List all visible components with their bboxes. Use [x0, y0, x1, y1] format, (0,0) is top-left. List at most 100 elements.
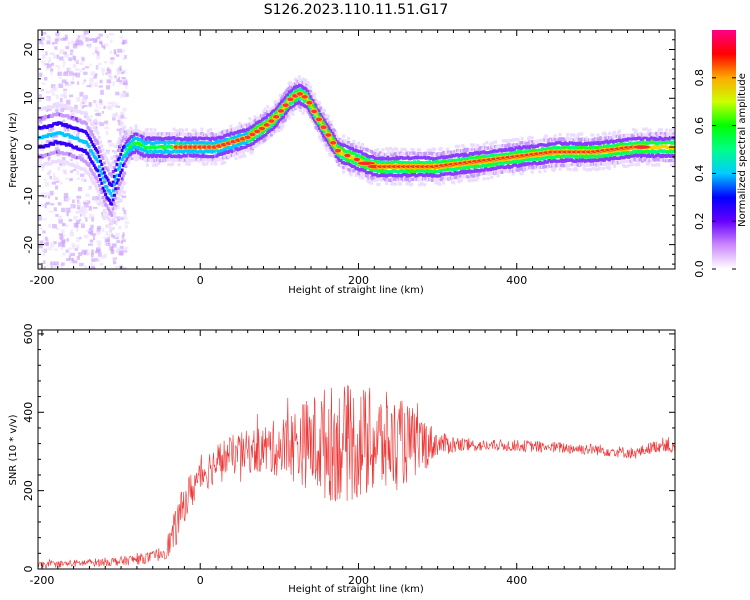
spectrogram-ridge-cell	[112, 165, 116, 170]
spectrogram-ridge-cell	[644, 127, 648, 131]
spectrogram-ridge-cell	[106, 178, 110, 182]
spectrogram-noise-cell	[103, 253, 107, 258]
spectrogram-noise-cell	[115, 142, 121, 146]
spectrogram-x-tick-label: 200	[348, 274, 369, 287]
spectrogram-noise-cell	[98, 62, 102, 65]
spectrogram-ridge-cell	[78, 109, 82, 113]
spectrogram-ridge-cell	[74, 117, 78, 121]
spectrogram-noise-cell	[94, 46, 99, 51]
spectrogram-ridge-cell	[291, 87, 295, 91]
spectrogram-noise-cell	[60, 247, 64, 250]
spectrogram-ridge-cell	[306, 106, 310, 110]
spectrogram-ridge-cell	[349, 173, 353, 177]
spectrogram-ridge-cell	[326, 146, 330, 150]
spectrogram-ridge-cell	[328, 143, 332, 147]
spectrogram-ridge-cell	[672, 149, 675, 153]
colorbar-tick-label: 0.8	[693, 69, 706, 87]
spectrogram-noise-cell	[97, 225, 102, 230]
spectrogram-noise-cell	[78, 236, 82, 240]
spectrogram-ridge-cell	[657, 163, 661, 167]
spectrogram-ridge-cell	[634, 163, 638, 167]
spectrogram-ridge-cell	[390, 153, 394, 157]
spectrogram-noise-cell	[61, 234, 66, 237]
spectrogram-noise-cell	[62, 60, 66, 66]
spectrogram-noise-cell	[38, 215, 42, 221]
spectrogram-ridge-cell	[350, 146, 354, 150]
snr-y-tick-label: 0	[22, 566, 35, 573]
spectrogram-ridge-cell	[181, 159, 185, 163]
spectrogram-noise-cell	[121, 239, 126, 243]
spectrogram-noise-cell	[55, 64, 59, 68]
spectrogram-noise-cell	[122, 107, 127, 112]
spectrogram-y-tick-label: 0	[22, 144, 35, 151]
spectrogram-ridge-cell	[340, 155, 344, 159]
spectrogram-noise-cell	[76, 204, 81, 210]
spectrogram-noise-cell	[43, 76, 48, 81]
spectrogram-ridge-cell	[418, 148, 422, 152]
spectrogram-noise-cell	[75, 133, 80, 137]
spectrogram-frame	[37, 29, 676, 270]
spectrogram-ridge-cell	[313, 95, 317, 100]
spectrogram-ridge-cell	[523, 140, 527, 144]
spectrogram-noise-cell	[110, 247, 113, 252]
spectrogram-ridge-cell	[112, 202, 116, 206]
spectrogram-ridge-cell	[92, 126, 96, 130]
spectrogram-ridge-cell	[306, 84, 310, 88]
spectrogram-ridge-cell	[99, 169, 103, 173]
spectrogram-ridge-cell	[320, 131, 324, 135]
spectrogram-noise-cell	[55, 227, 60, 231]
spectrogram-noise-cell	[104, 120, 109, 125]
spectrogram-ridge-cell	[253, 115, 257, 119]
spectrogram-ridge-cell	[97, 146, 101, 150]
spectrogram-noise-cell	[116, 72, 121, 75]
spectrogram-ridge-cell	[601, 167, 605, 171]
spectrogram-ridge-cell	[167, 162, 171, 167]
spectrogram-ridge-cell	[259, 120, 263, 124]
spectrogram-noise-cell	[41, 32, 47, 35]
spectrogram-noise-cell	[42, 195, 47, 198]
spectrogram-ridge-cell	[52, 142, 56, 146]
spectrogram-ridge-cell	[150, 137, 154, 142]
spectrogram-x-tick-label: 0	[197, 274, 204, 287]
spectrogram-ridge-cell	[96, 141, 100, 145]
spectrogram-noise-cell	[101, 44, 106, 48]
spectrogram-ridge-cell	[530, 170, 534, 174]
spectrogram-ridge-cell	[306, 93, 310, 97]
spectrogram-ridge-cell	[78, 156, 82, 160]
spectrogram-ridge-cell	[74, 145, 78, 149]
spectrogram-ridge-cell	[114, 187, 118, 191]
spectrogram-ridge-cell	[63, 171, 67, 175]
spectrogram-noise-cell	[114, 75, 117, 79]
spectrogram-ridge-cell	[477, 148, 481, 152]
spectrogram-ridge-cell	[248, 117, 252, 121]
spectrogram-ridge-cell	[110, 174, 114, 178]
spectrogram-noise-cell	[100, 89, 104, 95]
spectrogram-noise-cell	[38, 244, 43, 249]
spectrogram-ridge-cell	[386, 155, 390, 159]
spectrogram-noise-cell	[115, 91, 120, 96]
spectrogram-ridge-cell	[205, 162, 209, 166]
spectrogram-noise-cell	[55, 196, 58, 201]
spectrogram-ridge-cell	[400, 147, 404, 152]
spectrogram-ridge-cell	[118, 145, 122, 149]
spectrogram-noise-cell	[122, 158, 126, 162]
spectrogram-noise-cell	[49, 242, 55, 248]
spectrogram-noise-cell	[41, 32, 44, 38]
spectrogram-ridge-cell	[340, 146, 344, 150]
spectrogram-ridge-cell	[114, 196, 118, 200]
spectrogram-ridge-cell	[405, 182, 409, 186]
spectrogram-ridge-cell	[507, 138, 511, 143]
spectrogram-ridge-cell	[126, 143, 130, 147]
spectrogram-ridge-cell	[102, 161, 106, 165]
spectrogram-noise-cell	[72, 169, 77, 172]
spectrogram-ridge-cell	[99, 197, 103, 201]
spectrogram-noise-cell	[66, 258, 70, 262]
spectrogram-ridge-cell	[329, 149, 333, 153]
spectrogram-noise-cell	[40, 192, 45, 196]
spectrogram-noise-cell	[59, 234, 63, 239]
spectrogram-noise-cell	[105, 122, 108, 127]
spectrogram-ridge-cell	[119, 189, 123, 193]
spectrogram-noise-cell	[98, 252, 102, 257]
